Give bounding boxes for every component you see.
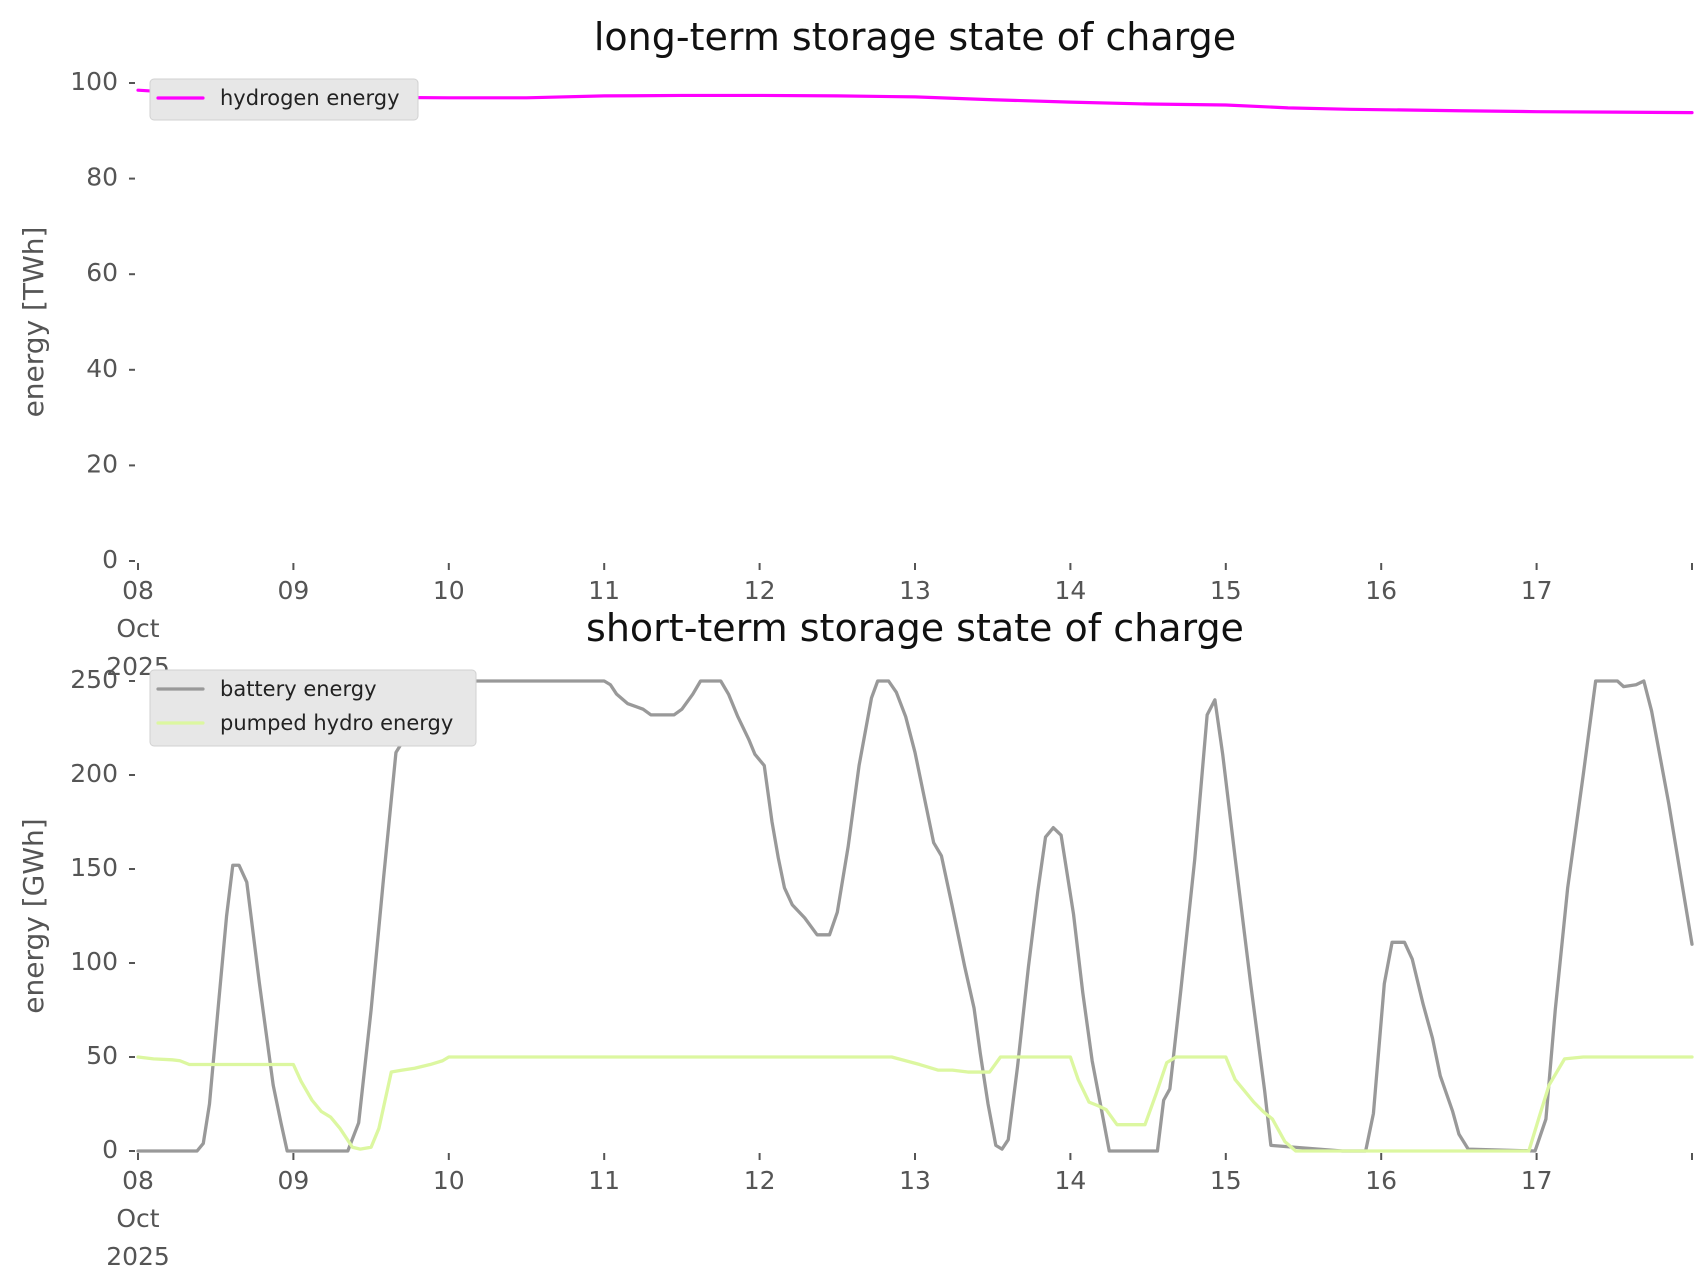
y-tick-label: 150 [70,853,118,882]
x-tick-label-line: 09 [277,1166,309,1195]
y-tick-label: 250 [70,665,118,694]
x-tick-label: 17 [1521,576,1553,605]
x-tick-label-line: Oct [116,614,159,643]
y-tick-label: 50 [86,1041,118,1070]
x-tick-label: 12 [744,576,776,605]
legend-box [149,669,477,747]
x-tick-label: 15 [1210,1166,1242,1195]
y-tick-label: 100 [70,67,118,96]
y-tick-label: 40 [86,354,118,383]
x-tick-label: 12 [744,1166,776,1195]
x-tick-label: 10 [433,1166,465,1195]
x-tick-label: 13 [899,1166,931,1195]
x-tick-label-line: 10 [433,576,465,605]
legend-label: battery energy [220,677,377,701]
chart-title: long-term storage state of charge [594,15,1236,59]
x-tick-label: 16 [1365,1166,1397,1195]
x-tick-label: 11 [588,576,620,605]
x-tick-label-line: 16 [1365,1166,1397,1195]
x-tick-label: 17 [1521,1166,1553,1195]
legend-label: pumped hydro energy [220,711,453,735]
x-tick-label: 08 Oct 2025 [106,576,170,681]
x-tick-label: 08 Oct 2025 [106,1166,170,1271]
legend: battery energy pumped hydro energy [149,669,477,747]
x-tick-label: 10 [433,576,465,605]
x-tick-label: 09 [277,576,309,605]
y-tick-label: 20 [86,449,118,478]
x-tick-label-line: Oct [116,1204,159,1233]
y-tick-label: 100 [70,947,118,976]
chart-title: short-term storage state of charge [586,606,1244,650]
x-tick-label-line: 08 [122,576,154,605]
x-tick-label-line: 15 [1210,576,1242,605]
y-tick-label: 0 [102,545,118,574]
series-line-2 [136,1055,1694,1153]
series-line-1 [136,679,1694,1153]
x-tick-label-line: 14 [1054,1166,1086,1195]
x-tick-label-line: 13 [899,1166,931,1195]
chart-1: long-term storage state of charge energy … [17,15,1694,681]
y-tick-label: 200 [70,759,118,788]
x-tick-label: 16 [1365,576,1397,605]
y-axis-label: energy [TWh] [17,227,50,418]
y-axis-label: energy [GWh] [17,818,50,1013]
x-tick-label-line: 14 [1054,576,1086,605]
x-tick-label-line: 13 [899,576,931,605]
chart-2: short-term storage state of charge energy… [17,606,1694,1271]
x-tick-label-line: 12 [744,1166,776,1195]
legend-label: hydrogen energy [220,86,400,110]
x-tick-label: 13 [899,576,931,605]
x-tick-label-line: 12 [744,576,776,605]
x-tick-label-line: 16 [1365,576,1397,605]
x-tick-label: 14 [1054,1166,1086,1195]
x-tick-label-line: 09 [277,576,309,605]
x-tick-label-line: 10 [433,1166,465,1195]
y-tick-label: 0 [102,1135,118,1164]
x-tick-label-line: 15 [1210,1166,1242,1195]
legend: hydrogen energy [149,78,419,121]
x-tick-label: 15 [1210,576,1242,605]
x-tick-label-line: 08 [122,1166,154,1195]
y-tick-label: 80 [86,163,118,192]
x-tick-label-line: 11 [588,576,620,605]
x-tick-label: 11 [588,1166,620,1195]
x-tick-label-line: 17 [1521,1166,1553,1195]
x-tick-label: 09 [277,1166,309,1195]
x-tick-label-line: 11 [588,1166,620,1195]
x-tick-label: 14 [1054,576,1086,605]
x-tick-label-line: 2025 [106,1242,170,1271]
y-tick-label: 60 [86,258,118,287]
x-tick-label-line: 17 [1521,576,1553,605]
legend-box [149,78,419,121]
